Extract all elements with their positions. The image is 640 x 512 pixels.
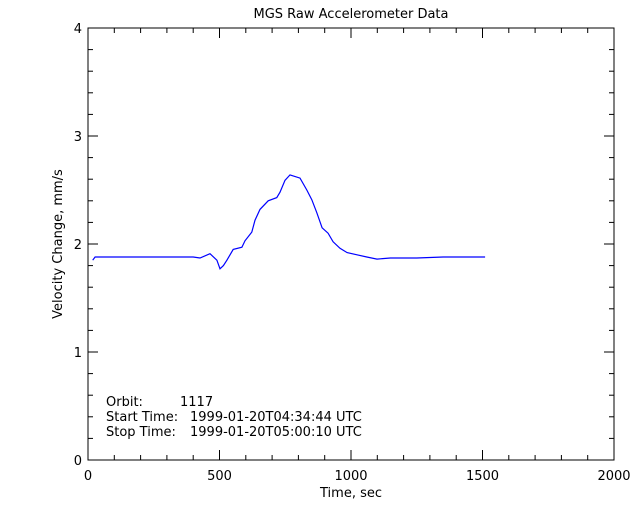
x-tick-label: 2000	[597, 469, 630, 484]
annotation-orbit-label: Orbit:	[106, 395, 143, 410]
tick-labels: 0 500 1000 1500 2000 0 1 2 3 4	[74, 22, 631, 484]
x-tick-label: 500	[207, 469, 232, 484]
annotation-start-label: Start Time:	[106, 410, 178, 425]
annotation-stop-label: Stop Time:	[106, 425, 176, 440]
x-tick-label: 1000	[334, 469, 367, 484]
x-tick-label: 0	[84, 469, 92, 484]
y-tick-label: 1	[74, 346, 82, 361]
x-axis-label: Time, sec	[319, 486, 382, 501]
y-tick-label: 0	[74, 454, 82, 469]
y-tick-label: 3	[74, 130, 82, 145]
y-tick-label: 4	[74, 22, 82, 37]
ticks	[87, 27, 615, 461]
annotation-start-value: 1999-01-20T04:34:44 UTC	[190, 410, 362, 425]
y-axis-label: Velocity Change, mm/s	[51, 169, 66, 319]
series-line	[92, 174, 486, 270]
y-tick-label: 2	[74, 238, 82, 253]
plot-frame	[87, 27, 615, 461]
annotation-orbit-value: 1117	[180, 395, 213, 410]
chart-title: MGS Raw Accelerometer Data	[253, 7, 448, 22]
annotation-stop-value: 1999-01-20T05:00:10 UTC	[190, 425, 362, 440]
x-tick-label: 1500	[466, 469, 499, 484]
